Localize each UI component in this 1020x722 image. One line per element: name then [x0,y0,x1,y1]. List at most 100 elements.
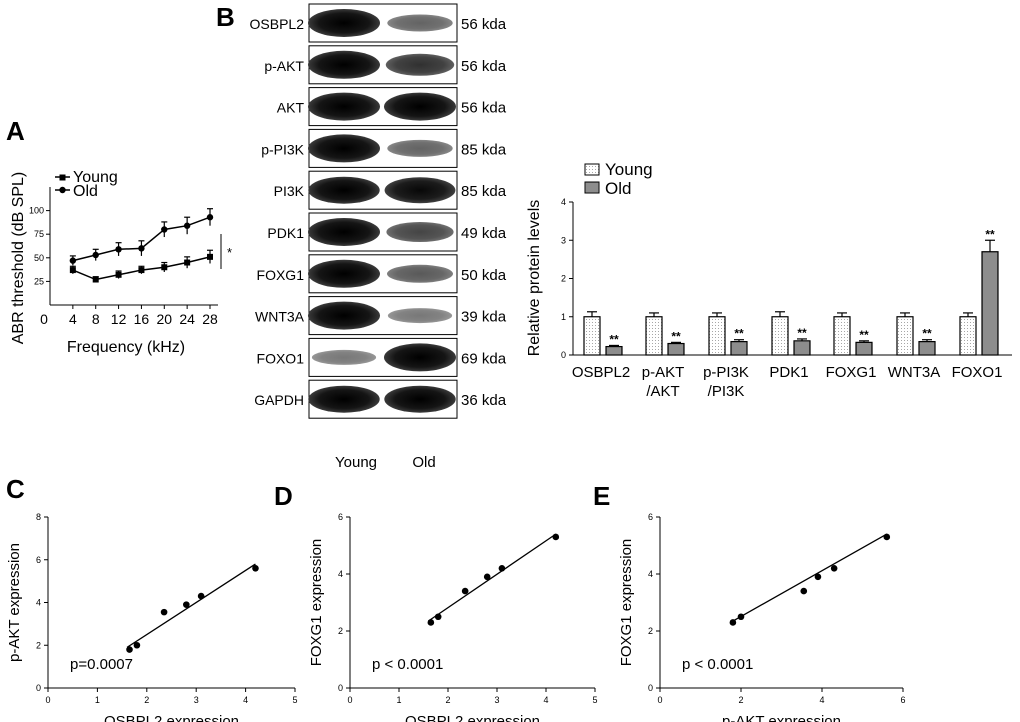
blot-band-old [387,264,453,283]
bar-young [708,316,726,356]
chart-a-xtick-label: 28 [202,311,218,327]
blot-kda-wnt3a: 39 kda [461,309,507,326]
legend-young-marker [59,174,66,181]
legend-old-swatch [584,181,600,194]
blot-band-old [384,92,456,121]
scatter-point [483,573,491,581]
chart-a-point-old [115,246,122,253]
chart-a-point-old [92,251,99,259]
chart-a-point-old [138,245,145,252]
legend-b-old-label: Old [605,179,631,198]
blot-kda-p-akt: 56 kda [461,58,507,75]
blot-band-old [387,139,453,157]
xtick-label: 4 [819,695,824,705]
blot-band-old [387,14,453,32]
chart-a-ytick-label: 100 [29,206,44,216]
xtick-label: 0 [347,695,352,705]
scatter-point [729,619,737,626]
ytick-label: 2 [36,640,41,650]
blot-band-old [384,385,456,413]
chart-c-xlabel: OSBPL2 expression [104,713,239,722]
bar-old [730,341,748,356]
chart-a-point-old [161,226,168,233]
chart-a-ytick-label: 50 [34,253,44,263]
bar-young [896,316,914,356]
significance-star: ** [609,332,619,346]
scatter-point [737,613,745,621]
bar-old [667,342,685,356]
blot-kda-foxg1: 50 kda [461,267,507,284]
scatter-point [183,601,190,608]
significance-star: ** [922,327,932,341]
legend-young-swatch [584,163,600,176]
ytick-label: 4 [648,569,653,579]
chart-b-ytick-label: 0 [561,350,566,360]
panel-letter-d: D [274,481,293,511]
chart-b-ytick-label: 2 [561,274,566,284]
chart-a-point-young [184,259,191,266]
blot-band-young [308,92,380,121]
chart-a-ytick-label: 25 [34,276,44,286]
xtick-label: 3 [494,695,499,705]
chart-a-point-young [92,276,99,283]
blot-band-young [308,176,380,204]
bar-young [583,316,601,356]
chart-b-category-label: OSBPL2 [572,364,630,381]
blot-kda-foxo1: 69 kda [461,350,507,367]
chart-a-ytick-label: 75 [34,229,44,239]
scatter-point [160,608,168,616]
scatter-point [552,533,560,541]
chart-a-point-young [207,253,213,260]
xtick-label: 1 [396,695,401,705]
blot-label-pdk1: PDK1 [267,225,304,241]
chart-b-category-label: FOXO1 [952,364,1003,381]
chart-a-xtick-label: 12 [111,311,127,327]
scatter-point [800,587,808,595]
chart-a-point-young [161,264,168,271]
xtick-label: 2 [144,695,149,705]
significance-star: ** [671,329,681,343]
chart-b-category-label: WNT3A [888,364,941,381]
blot-kda-akt: 56 kda [461,100,507,117]
ytick-label: 6 [338,512,343,522]
p-value: p < 0.0001 [372,656,443,673]
blot-band-old [387,308,453,324]
blot-band-old [384,177,456,204]
bar-young [771,316,789,356]
xtick-label: 0 [657,695,662,705]
blot-band-young [308,259,380,288]
scatter-point [252,565,259,572]
regression-line [732,533,888,622]
legend-b-young-label: Young [605,160,653,179]
significance-star: ** [985,227,995,241]
regression-line [126,563,256,648]
panel-letter-a: A [6,116,25,146]
ytick-label: 2 [338,626,343,636]
chart-d: 0 1 2 3 4 5 0 2 4 6 OSBPL2 expression FOXG1 express… [308,512,598,722]
blot-kda-p-pi3k: 85 kda [461,141,507,158]
legend-old-marker [59,186,66,194]
ytick-label: 0 [648,683,653,693]
bar-young [833,316,851,356]
blot-kda-osbpl2: 56 kda [461,16,507,33]
chart-d-xlabel: OSBPL2 expression [405,713,540,722]
chart-b-category-label: p-AKT [642,364,685,381]
xtick-label: 2 [738,695,743,705]
western-blot: OSBPL2 56 kda p-AKT 56 kda AKT 56 kda p-PI3K 85… [250,3,507,419]
scatter-point [461,587,469,595]
scatter-point [434,613,442,621]
ytick-label: 8 [36,512,41,522]
blot-label-foxg1: FOXG1 [257,267,305,283]
ytick-label: 4 [36,598,41,608]
ytick-label: 0 [36,683,41,693]
xtick-label: 5 [292,695,297,705]
chart-a-xtick-label: 0 [40,311,48,327]
xtick-label: 4 [243,695,248,705]
blot-band-young [311,349,377,365]
bar-old [918,341,936,356]
lane-label-old: Old [412,454,435,471]
panel-letter-e: E [593,481,610,511]
chart-c: 0 1 2 3 4 5 0 2 4 6 8 OSBPL2 expression p-AKT expres… [6,512,298,722]
